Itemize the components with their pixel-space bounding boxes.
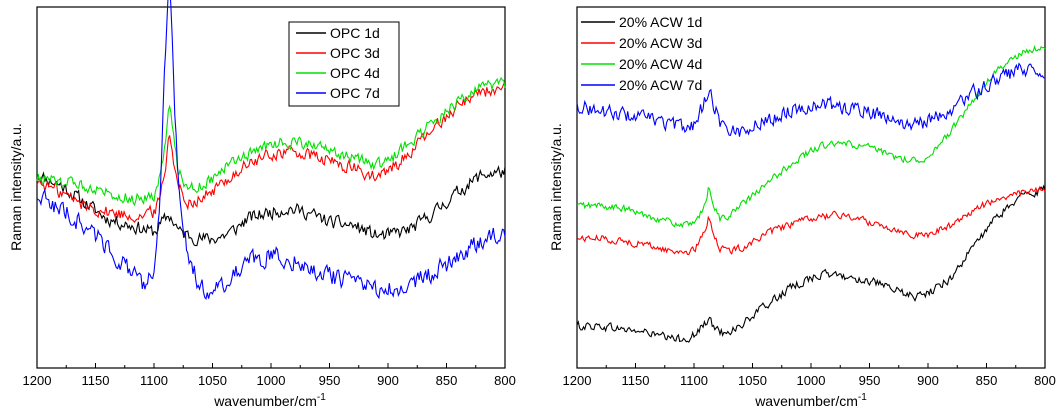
legend-label: 20% ACW 1d [619, 14, 702, 30]
series-line-opc-3d [36, 82, 506, 223]
x-tick-label: 900 [917, 373, 939, 388]
x-tick-label: 1050 [198, 373, 227, 388]
series-layer [36, 0, 506, 301]
legend-label: OPC 4d [330, 65, 380, 81]
series-line-20-acw-3d [576, 185, 1046, 256]
x-tick-label: 1200 [563, 373, 592, 388]
x-tick-label: 950 [859, 373, 881, 388]
plot-area-frame [36, 6, 506, 369]
x-axis-label: wavenumber/cm-1 [754, 392, 867, 409]
series-line-opc-4d [36, 76, 506, 207]
series-line-20-acw-1d [576, 184, 1046, 343]
legend-entries: 20% ACW 1d 20% ACW 3d 20% ACW 4d 20% ACW 7d [581, 14, 702, 93]
x-tick-label: 950 [319, 373, 341, 388]
series-line-opc-1d [36, 165, 506, 247]
x-tick-label: 850 [436, 373, 458, 388]
legend-label: 20% ACW 7d [619, 77, 702, 93]
x-axis-ticks: 1200 1150 1100 1050 1000 950 900 850 800 [23, 363, 516, 388]
x-tick-label: 1200 [23, 373, 52, 388]
legend-box [288, 21, 400, 107]
series-line-20-acw-7d [576, 62, 1046, 137]
legend-label: OPC 1d [330, 25, 380, 41]
legend-label: 20% ACW 4d [619, 56, 702, 72]
legend: OPC 1d OPC 3d OPC 4d OPC 7d [288, 21, 400, 107]
x-tick-label: 800 [1034, 373, 1056, 388]
x-tick-label: 1150 [622, 373, 650, 388]
legend-label: 20% ACW 3d [619, 35, 702, 51]
x-axis-label: wavenumber/cm-1 [213, 392, 326, 409]
x-tick-label: 1050 [738, 373, 767, 388]
x-tick-label: 900 [377, 373, 399, 388]
x-tick-label: 1100 [140, 373, 168, 388]
chart-right: 1200 1150 1100 1050 1000 950 900 850 800 Raman i… [548, 6, 1056, 409]
legend-label: OPC 3d [330, 45, 380, 61]
series-layer [576, 44, 1046, 343]
x-tick-label: 850 [976, 373, 998, 388]
chart-left: 1200 1150 1100 1050 1000 950 900 850 800 Raman i… [8, 0, 516, 409]
series-line-20-acw-4d [576, 44, 1046, 229]
legend-label: OPC 7d [330, 85, 380, 101]
x-tick-label: 1000 [257, 373, 286, 388]
series-line-opc-7d [36, 0, 506, 301]
y-axis-label: Raman intensity/a.u. [548, 123, 564, 251]
x-tick-label: 1150 [82, 373, 110, 388]
y-axis-label: Raman intensity/a.u. [8, 123, 24, 251]
x-tick-label: 800 [494, 373, 516, 388]
legend-entries: OPC 1d OPC 3d OPC 4d OPC 7d [296, 25, 380, 101]
x-tick-label: 1100 [680, 373, 708, 388]
x-axis-ticks: 1200 1150 1100 1050 1000 950 900 850 800 [563, 363, 1056, 388]
x-tick-label: 1000 [797, 373, 826, 388]
legend: 20% ACW 1d 20% ACW 3d 20% ACW 4d 20% ACW 7d [581, 14, 702, 93]
